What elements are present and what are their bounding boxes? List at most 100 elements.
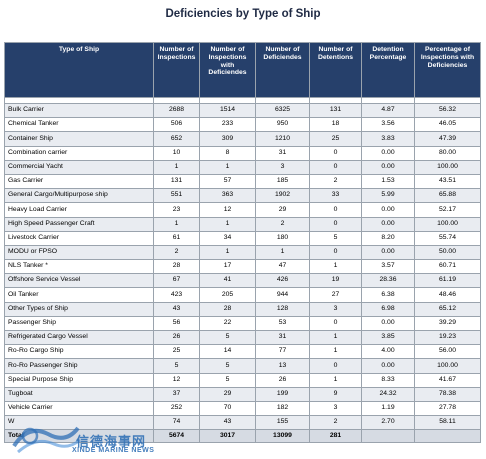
value-cell: 23	[153, 202, 200, 218]
value-cell: 2	[309, 173, 362, 190]
value-cell: 28	[153, 259, 200, 275]
value-cell: 155	[255, 415, 310, 431]
value-cell: 100.00	[414, 358, 481, 374]
value-cell: 34	[199, 230, 256, 246]
value-cell: 56.32	[414, 102, 481, 119]
value-cell: 3	[309, 400, 362, 417]
total-value	[361, 429, 415, 444]
value-cell: 1	[199, 159, 256, 175]
value-cell: 2.70	[361, 415, 415, 431]
value-cell: 0.00	[361, 244, 415, 261]
value-cell: 100.00	[414, 159, 481, 175]
value-cell: 3.57	[361, 259, 415, 275]
value-cell: 1	[255, 244, 310, 261]
value-cell: 131	[153, 173, 200, 190]
total-value: 3017	[199, 429, 256, 444]
value-cell: 65.12	[414, 301, 481, 317]
ship-type-cell: Oil Tanker	[4, 287, 154, 303]
ship-type-cell: NLS Tanker *	[4, 259, 154, 275]
value-cell: 80.00	[414, 145, 481, 161]
ship-type-cell: High Speed Passenger Craft	[4, 216, 154, 232]
value-cell: 65.88	[414, 188, 481, 204]
table-row: Vehicle Carrier 252 70 182 3 1.19 27.78	[4, 400, 481, 417]
value-cell: 0.00	[361, 202, 415, 218]
total-value: 5674	[153, 429, 200, 444]
value-cell: 2	[309, 415, 362, 431]
ship-type-cell: Ro-Ro Passenger Ship	[4, 358, 154, 374]
value-cell: 0	[309, 216, 362, 232]
value-cell: 6.38	[361, 287, 415, 303]
ship-type-cell: MODU or FPSO	[4, 244, 154, 261]
table-row: Chemical Tanker 506 233 950 18 3.56 46.05	[4, 117, 481, 133]
table-row: Tugboat 37 29 199 9 24.32 78.38	[4, 386, 481, 402]
value-cell: 5	[309, 230, 362, 246]
value-cell: 1210	[255, 131, 310, 147]
value-cell: 3	[309, 301, 362, 317]
value-cell: 14	[199, 344, 256, 360]
table-row: Oil Tanker 423 205 944 27 6.38 48.46	[4, 287, 481, 303]
value-cell: 0.00	[361, 315, 415, 332]
value-cell: 199	[255, 386, 310, 402]
value-cell: 8	[199, 145, 256, 161]
value-cell: 185	[255, 173, 310, 190]
value-cell: 37	[153, 386, 200, 402]
value-cell: 652	[153, 131, 200, 147]
ship-type-cell: Vehicle Carrier	[4, 400, 154, 417]
table-row: Other Types of Ship 43 28 128 3 6.98 65.12	[4, 301, 481, 317]
value-cell: 31	[255, 145, 310, 161]
value-cell: 41	[199, 273, 256, 289]
table-row: Ro-Ro Passenger Ship 5 5 13 0 0.00 100.00	[4, 358, 481, 374]
ship-type-cell: Other Types of Ship	[4, 301, 154, 317]
value-cell: 10	[153, 145, 200, 161]
value-cell: 0	[309, 358, 362, 374]
column-header: Type of Ship	[4, 42, 154, 98]
ship-type-cell: Special Purpose Ship	[4, 372, 154, 388]
ship-type-cell: Passenger Ship	[4, 315, 154, 332]
table-row: Passenger Ship 56 22 53 0 0.00 39.29	[4, 315, 481, 332]
watermark-text: 信德海事网	[76, 435, 147, 450]
value-cell: 12	[199, 202, 256, 218]
value-cell: 61.19	[414, 273, 481, 289]
value-cell: 5	[153, 358, 200, 374]
value-cell: 0	[309, 244, 362, 261]
value-cell: 8.20	[361, 230, 415, 246]
value-cell: 26	[153, 329, 200, 346]
table-row: W 74 43 155 2 2.70 58.11	[4, 415, 481, 431]
value-cell: 131	[309, 102, 362, 119]
value-cell: 1	[199, 216, 256, 232]
table-row: High Speed Passenger Craft 1 1 2 0 0.00 100.00	[4, 216, 481, 232]
ship-type-cell: Bulk Carrier	[4, 102, 154, 119]
value-cell: 29	[255, 202, 310, 218]
value-cell: 56.00	[414, 344, 481, 360]
value-cell: 1	[199, 244, 256, 261]
value-cell: 55.74	[414, 230, 481, 246]
value-cell: 100.00	[414, 216, 481, 232]
value-cell: 1	[309, 372, 362, 388]
value-cell: 6325	[255, 102, 310, 119]
ship-type-cell: General Cargo/Multipurpose ship	[4, 188, 154, 204]
value-cell: 47.39	[414, 131, 481, 147]
value-cell: 0.00	[361, 145, 415, 161]
value-cell: 56	[153, 315, 200, 332]
value-cell: 1902	[255, 188, 310, 204]
value-cell: 57	[199, 173, 256, 190]
value-cell: 53	[255, 315, 310, 332]
ship-type-cell: Offshore Service Vessel	[4, 273, 154, 289]
value-cell: 28	[199, 301, 256, 317]
value-cell: 5.99	[361, 188, 415, 204]
value-cell: 180	[255, 230, 310, 246]
value-cell: 5	[199, 372, 256, 388]
table-row: MODU or FPSO 2 1 1 0 0.00 50.00	[4, 244, 481, 261]
ship-type-cell: Chemical Tanker	[4, 117, 154, 133]
value-cell: 9	[309, 386, 362, 402]
value-cell: 70	[199, 400, 256, 417]
ship-type-cell: Tugboat	[4, 386, 154, 402]
value-cell: 5	[199, 358, 256, 374]
table-row: Ro-Ro Cargo Ship 25 14 77 1 4.00 56.00	[4, 344, 481, 360]
value-cell: 29	[199, 386, 256, 402]
value-cell: 58.11	[414, 415, 481, 431]
column-header: Percentage of Inspections with Deficienc…	[414, 42, 481, 98]
table-title: Deficiencies by Type of Ship	[165, 8, 321, 20]
value-cell: 67	[153, 273, 200, 289]
table-row: NLS Tanker * 28 17 47 1 3.57 60.71	[4, 259, 481, 275]
